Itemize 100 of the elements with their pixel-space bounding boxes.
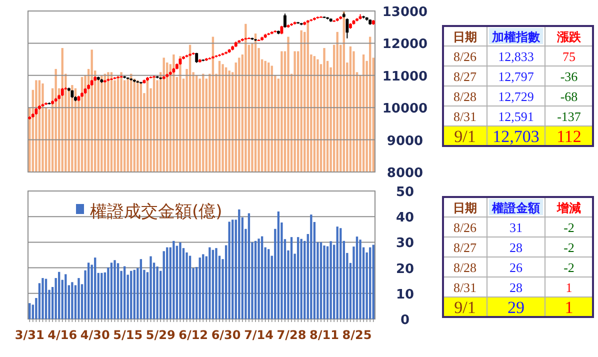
bar xyxy=(228,70,230,172)
text: 8/26 xyxy=(453,220,477,235)
bar xyxy=(287,36,290,172)
category-label: 日期 xyxy=(453,201,477,215)
text: 26 xyxy=(510,260,522,275)
bar xyxy=(222,64,224,172)
bar xyxy=(136,80,139,172)
text: 112 xyxy=(556,127,582,146)
bar xyxy=(42,83,44,172)
text: 12,591 xyxy=(498,109,534,124)
y-tick-label: 30 xyxy=(396,236,414,252)
bar xyxy=(78,278,80,319)
bar xyxy=(94,258,96,319)
text: 8/31 xyxy=(453,109,477,124)
bar xyxy=(268,249,270,319)
bar xyxy=(116,263,120,319)
x-tick-label: 4/30 xyxy=(80,328,110,342)
bar xyxy=(35,80,38,172)
bar xyxy=(359,240,362,319)
bar xyxy=(152,77,156,172)
bar xyxy=(277,211,280,319)
y-tick-label: 10000 xyxy=(382,102,428,117)
text: -68 xyxy=(560,89,578,104)
text: 12,703 xyxy=(492,127,540,146)
bar xyxy=(130,270,132,319)
text: -137 xyxy=(557,109,581,124)
y-tick-label: 0 xyxy=(400,313,410,328)
y-tick-label: 10 xyxy=(396,287,414,302)
bar xyxy=(28,303,31,319)
bar xyxy=(342,11,345,172)
text: 12,833 xyxy=(498,49,534,64)
bar xyxy=(64,274,67,319)
text: 28 xyxy=(510,280,522,295)
x-tick-label: 8/11 xyxy=(310,328,339,342)
y-tick-label: 20 xyxy=(396,262,414,277)
y-tick-label: 9000 xyxy=(386,134,424,149)
bar xyxy=(313,56,316,172)
bar xyxy=(156,266,158,319)
bar xyxy=(38,80,41,172)
bar xyxy=(172,240,175,319)
category-label: 日期 xyxy=(453,30,477,44)
bar xyxy=(196,75,198,172)
bar xyxy=(172,54,175,172)
bar xyxy=(130,74,132,172)
bar xyxy=(123,266,126,319)
bar xyxy=(80,77,84,172)
text: 8/31 xyxy=(453,280,477,295)
bar xyxy=(150,256,152,319)
bar xyxy=(71,85,74,172)
text: -2 xyxy=(564,240,574,255)
bar xyxy=(228,222,230,319)
bar xyxy=(54,68,57,172)
bar xyxy=(320,242,322,319)
bar xyxy=(146,80,149,172)
bar xyxy=(260,236,264,319)
y-tick-label: 12000 xyxy=(382,37,428,52)
bar xyxy=(212,250,214,319)
y-tick-label: 11000 xyxy=(382,69,428,84)
text: 29 xyxy=(508,298,524,317)
text: 8/28 xyxy=(453,260,477,275)
bar xyxy=(90,50,93,172)
x-tick-label: 6/30 xyxy=(211,328,241,342)
bar xyxy=(179,56,182,172)
x-tick-label: 3/31 xyxy=(14,328,44,342)
bar xyxy=(340,228,342,319)
bar xyxy=(188,44,192,172)
text: 28 xyxy=(510,240,522,255)
text: 8/26 xyxy=(453,49,477,64)
bar xyxy=(120,72,122,172)
bar xyxy=(356,236,358,319)
bar xyxy=(198,258,201,319)
bar xyxy=(232,220,234,319)
bar xyxy=(280,51,283,172)
bar xyxy=(316,59,319,172)
bar xyxy=(133,270,136,319)
y-tick-label: 50 xyxy=(396,185,414,200)
bar xyxy=(372,244,374,319)
x-tick-label: 6/12 xyxy=(178,328,208,342)
y-tick-label: 40 xyxy=(396,210,414,226)
text: 8/28 xyxy=(453,89,477,104)
bar xyxy=(268,62,270,172)
bar xyxy=(42,278,44,319)
text: 12,797 xyxy=(498,69,534,84)
text: 12,729 xyxy=(498,89,534,104)
bar xyxy=(87,262,90,319)
bar xyxy=(215,248,218,319)
text: 8/27 xyxy=(453,69,477,84)
bar xyxy=(369,247,372,319)
x-tick-label: 8/25 xyxy=(342,328,372,342)
text: -2 xyxy=(564,220,574,235)
legend-label: 權證成交金額(億) xyxy=(90,202,222,222)
bar xyxy=(58,272,60,319)
bar xyxy=(208,247,211,319)
bar xyxy=(100,75,103,172)
bar xyxy=(310,214,312,319)
bar xyxy=(248,213,250,319)
bar xyxy=(300,30,302,172)
x-tick-label: 7/14 xyxy=(244,328,274,342)
category-label: 漲跌 xyxy=(556,30,582,44)
text: 1 xyxy=(564,298,574,317)
